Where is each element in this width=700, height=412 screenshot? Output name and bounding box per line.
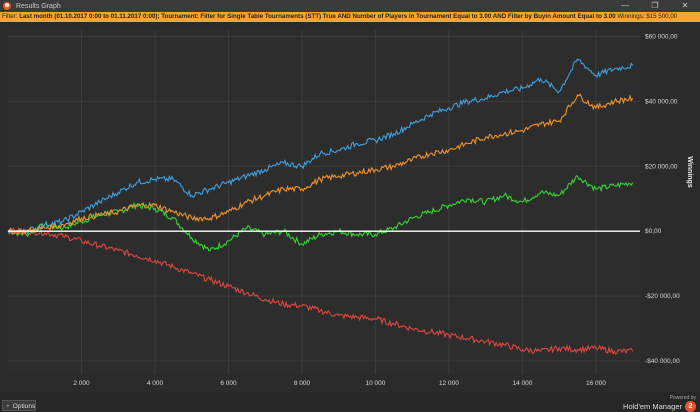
x-tick-label: 6 000 [220,380,237,387]
bottom-bar: + Options Powered by Hold'em Manager 2 [0,392,700,412]
plus-icon: + [6,403,10,410]
y-tick-label: $60 000,00 [645,33,678,40]
y-tick-label: -$20 000,00 [645,293,680,300]
brand-name: Hold'em Manager [623,402,682,411]
series-line-all-in-ev[interactable] [7,93,634,236]
x-tick-label: 2 000 [73,380,90,387]
maximize-button[interactable]: ❐ [651,1,659,10]
brand-name-row: Hold'em Manager 2 [623,401,696,412]
title-bar: ⊗ Results Graph — ❐ ✕ [0,0,700,12]
options-label: Options [12,403,36,410]
x-tick-label: 8 000 [294,380,311,387]
y-tick-label: $40 000,00 [645,98,678,105]
window-title: Results Graph [16,2,61,10]
y-tick-label: $0,00 [645,228,662,235]
results-chart[interactable]: 2 000 4 000 6 000 8 000 10 000 12 000 14 000 16… [0,22,700,407]
y-tick-label: $20 000,00 [645,163,678,170]
brand: Powered by Hold'em Manager 2 [623,395,696,412]
filter-bar[interactable]: Filter: Last month (01.10.2017 0:00 to 0… [0,12,700,22]
x-tick-label: 4 000 [147,380,164,387]
filter-text: Last month (01.10.2017 0:00 to 01.11.201… [19,13,616,20]
series-line-non-showdown[interactable] [7,226,634,355]
x-tick-label: 14 000 [512,380,532,387]
x-tick-label: 16 000 [586,380,606,387]
winnings-label: Winnings: [617,13,645,20]
powered-by-text: Powered by [669,395,696,401]
filter-label: Filter: [2,13,18,20]
close-button[interactable]: ✕ [681,1,689,10]
series-line-showdown[interactable] [7,58,634,235]
x-tick-label: 10 000 [365,380,385,387]
x-tick-label: 12 000 [439,380,459,387]
y-axis-title: Winnings [686,156,693,188]
holdem-manager-logo-icon: 2 [685,401,696,412]
results-chart-svg[interactable]: 2 000 4 000 6 000 8 000 10 000 12 000 14 000 16… [0,22,700,407]
plot-area [8,30,640,374]
winnings-value: $15 500,00 [646,13,678,20]
options-button[interactable]: + Options [2,400,36,411]
app-logo-icon: ⊗ [3,2,11,10]
y-tick-label: -$40 000,00 [645,358,680,365]
minimize-button[interactable]: — [621,1,629,10]
window-controls: — ❐ ✕ [610,0,700,12]
